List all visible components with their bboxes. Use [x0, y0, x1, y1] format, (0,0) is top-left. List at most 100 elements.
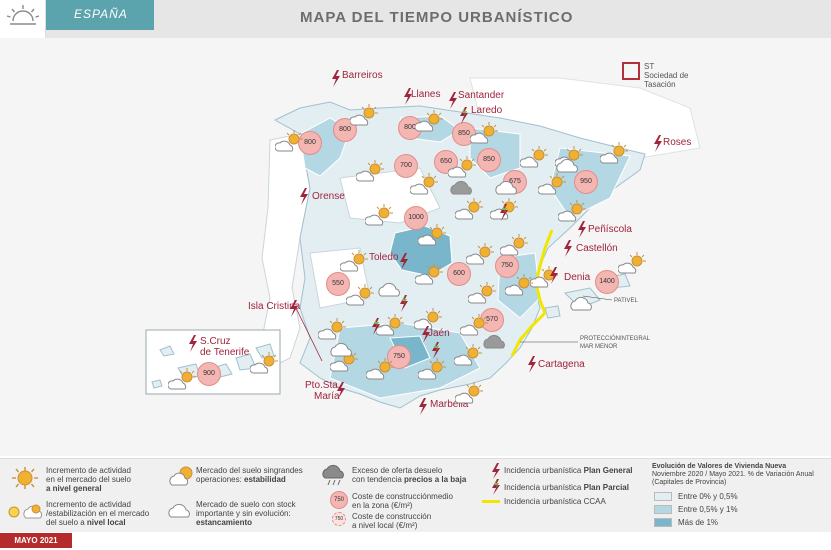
label-proteccion-2: MAR MENOR — [580, 344, 618, 350]
cloud-icon — [556, 158, 578, 173]
scale-swatch-high — [654, 518, 672, 527]
legend-sun-text: Incremento de actividad en el mercado de… — [46, 466, 166, 493]
sun-logo-icon — [6, 5, 40, 25]
partly-cloudy-icon — [538, 173, 566, 195]
price-badge: 750 — [495, 254, 519, 278]
price-badge: 800 — [333, 118, 357, 142]
lightning-icon — [500, 204, 508, 221]
leader-patviel — [582, 295, 613, 301]
partly-cloudy-icon — [346, 284, 374, 306]
price-badge: 700 — [394, 154, 418, 178]
city-label-tenerife-1: S.Cruz — [200, 336, 231, 347]
price-badge: 800 — [298, 131, 322, 155]
city-label-barreiros: Barreiros — [342, 70, 383, 81]
brand-name-line2: Sociedad de Tasación — [644, 71, 689, 89]
legend-cost-small-line2: a nivel local (€/m²) — [352, 521, 418, 530]
cloud-icon — [330, 342, 352, 357]
lightning-icon — [422, 326, 430, 343]
legend-partly-line1: Mercado del suelo singrandes — [196, 466, 303, 475]
legend-sunlocal-line3-bold: nivel local — [86, 518, 126, 527]
partly-cloudy-icon — [350, 104, 378, 126]
home-logo[interactable] — [0, 0, 46, 38]
partly-cloudy-icon — [318, 318, 346, 340]
lightning-icon — [460, 107, 468, 124]
legend-ccaa: Incidencia urbanística CCAA — [504, 497, 606, 506]
legend-partly-text: Mercado del suelo singrandes operaciones… — [196, 466, 326, 484]
sun-local-icon — [8, 504, 43, 519]
scale-label-low: Entre 0% y 0,5% — [678, 492, 738, 501]
scale-subtitle: Noviembre 2020 / Mayo 2021. % de Variaci… — [652, 471, 814, 486]
partly-cloudy-icon — [250, 352, 278, 374]
partly-cloudy-icon — [600, 142, 628, 164]
legend-cloud-line1: Mercado de suelo con stock — [196, 500, 296, 509]
lightning-icon — [332, 70, 340, 87]
ccaa-line-murcia — [510, 311, 547, 357]
partly-cloudy-icon — [448, 156, 476, 178]
lightning-icon — [404, 88, 412, 105]
header-bar: ESPAÑA MAPA DEL TIEMPO URBANÍSTICO — [0, 0, 831, 38]
price-badge: 850 — [477, 148, 501, 172]
legend-plan-general-bold: Plan General — [583, 466, 633, 475]
page-title: MAPA DEL TIEMPO URBANÍSTICO — [300, 9, 574, 26]
ccaa-line-swatch — [482, 500, 500, 503]
legend-cost-big-text: Coste de construcciónmedio en la zona (€… — [352, 492, 482, 510]
cloud-icon — [168, 503, 190, 518]
footer — [0, 532, 831, 550]
price-badge: 550 — [326, 272, 350, 296]
partly-cloudy-icon — [454, 344, 482, 366]
partly-cloudy-icon — [455, 382, 483, 404]
legend-cost-big-badge: 750 — [330, 491, 348, 509]
tab-espana[interactable]: ESPAÑA — [46, 0, 154, 30]
price-badge: 750 — [387, 345, 411, 369]
partly-cloudy-icon — [460, 314, 488, 336]
partly-cloudy-icon — [169, 466, 193, 486]
city-label-jaen: Jaén — [428, 328, 450, 339]
city-label-llanes: Llanes — [411, 89, 441, 100]
lightning-icon — [400, 295, 408, 312]
legend-plan-parcial: Incidencia urbanística Plan Parcial — [504, 483, 654, 492]
cloud-icon — [570, 296, 592, 311]
scale-title: Evolución de Valores de Vivienda Nueva — [652, 463, 787, 470]
sun-icon — [12, 467, 38, 489]
price-badge: 600 — [447, 262, 471, 286]
brand-name-line1: ST — [644, 62, 655, 71]
sociedad-tasacion-logo: ST Sociedad de Tasación — [622, 62, 692, 89]
legend-dark-line1: Exceso de oferta desuelo — [352, 466, 443, 475]
partly-cloudy-icon — [168, 368, 196, 390]
partly-cloudy-icon — [376, 314, 404, 336]
lightning-general-icon — [492, 463, 500, 479]
legend-sun-line2: en el mercado del suelo — [46, 475, 131, 484]
partly-cloudy-icon — [275, 130, 303, 152]
price-badge: 1400 — [595, 270, 619, 294]
lightning-icon — [189, 335, 197, 352]
legend-plan-parcial-text: Incidencia urbanística — [504, 483, 584, 492]
date-badge: MAYO 2021 — [0, 533, 72, 548]
tab-label: ESPAÑA — [74, 7, 128, 21]
ccaa-line-valencia — [534, 229, 554, 314]
price-badge: 1000 — [404, 206, 428, 230]
partly-cloudy-icon — [455, 198, 483, 220]
legend-partly-line2: operaciones: — [196, 475, 245, 484]
legend: Incremento de actividad en el mercado de… — [0, 458, 831, 532]
city-label-roses: Roses — [663, 137, 692, 148]
leader-isla-cristina — [295, 307, 323, 362]
lightning-icon — [449, 92, 457, 109]
legend-sun-line3: a nivel general — [46, 484, 102, 493]
partly-cloudy-icon — [558, 200, 586, 222]
legend-partly-line2-bold: estabilidad — [244, 475, 286, 484]
legend-sunlocal-line2: /estabilización en el mercado — [46, 509, 150, 518]
partly-cloudy-icon — [365, 204, 393, 226]
lightning-icon — [372, 318, 380, 335]
partly-cloudy-icon — [500, 234, 528, 256]
scale-label-high: Más de 1% — [678, 518, 719, 527]
partly-cloudy-icon — [618, 252, 646, 274]
lightning-icon — [337, 382, 345, 399]
city-label-cartagena: Cartagena — [538, 359, 585, 370]
partly-cloudy-icon — [415, 263, 443, 285]
legend-cost-small-line1: Coste de construcción — [352, 512, 432, 521]
city-label-marbella: Marbella — [430, 399, 469, 410]
lightning-icon — [400, 253, 408, 270]
city-label-toledo: Toledo — [369, 252, 399, 263]
lightning-parcial-icon — [492, 479, 500, 495]
